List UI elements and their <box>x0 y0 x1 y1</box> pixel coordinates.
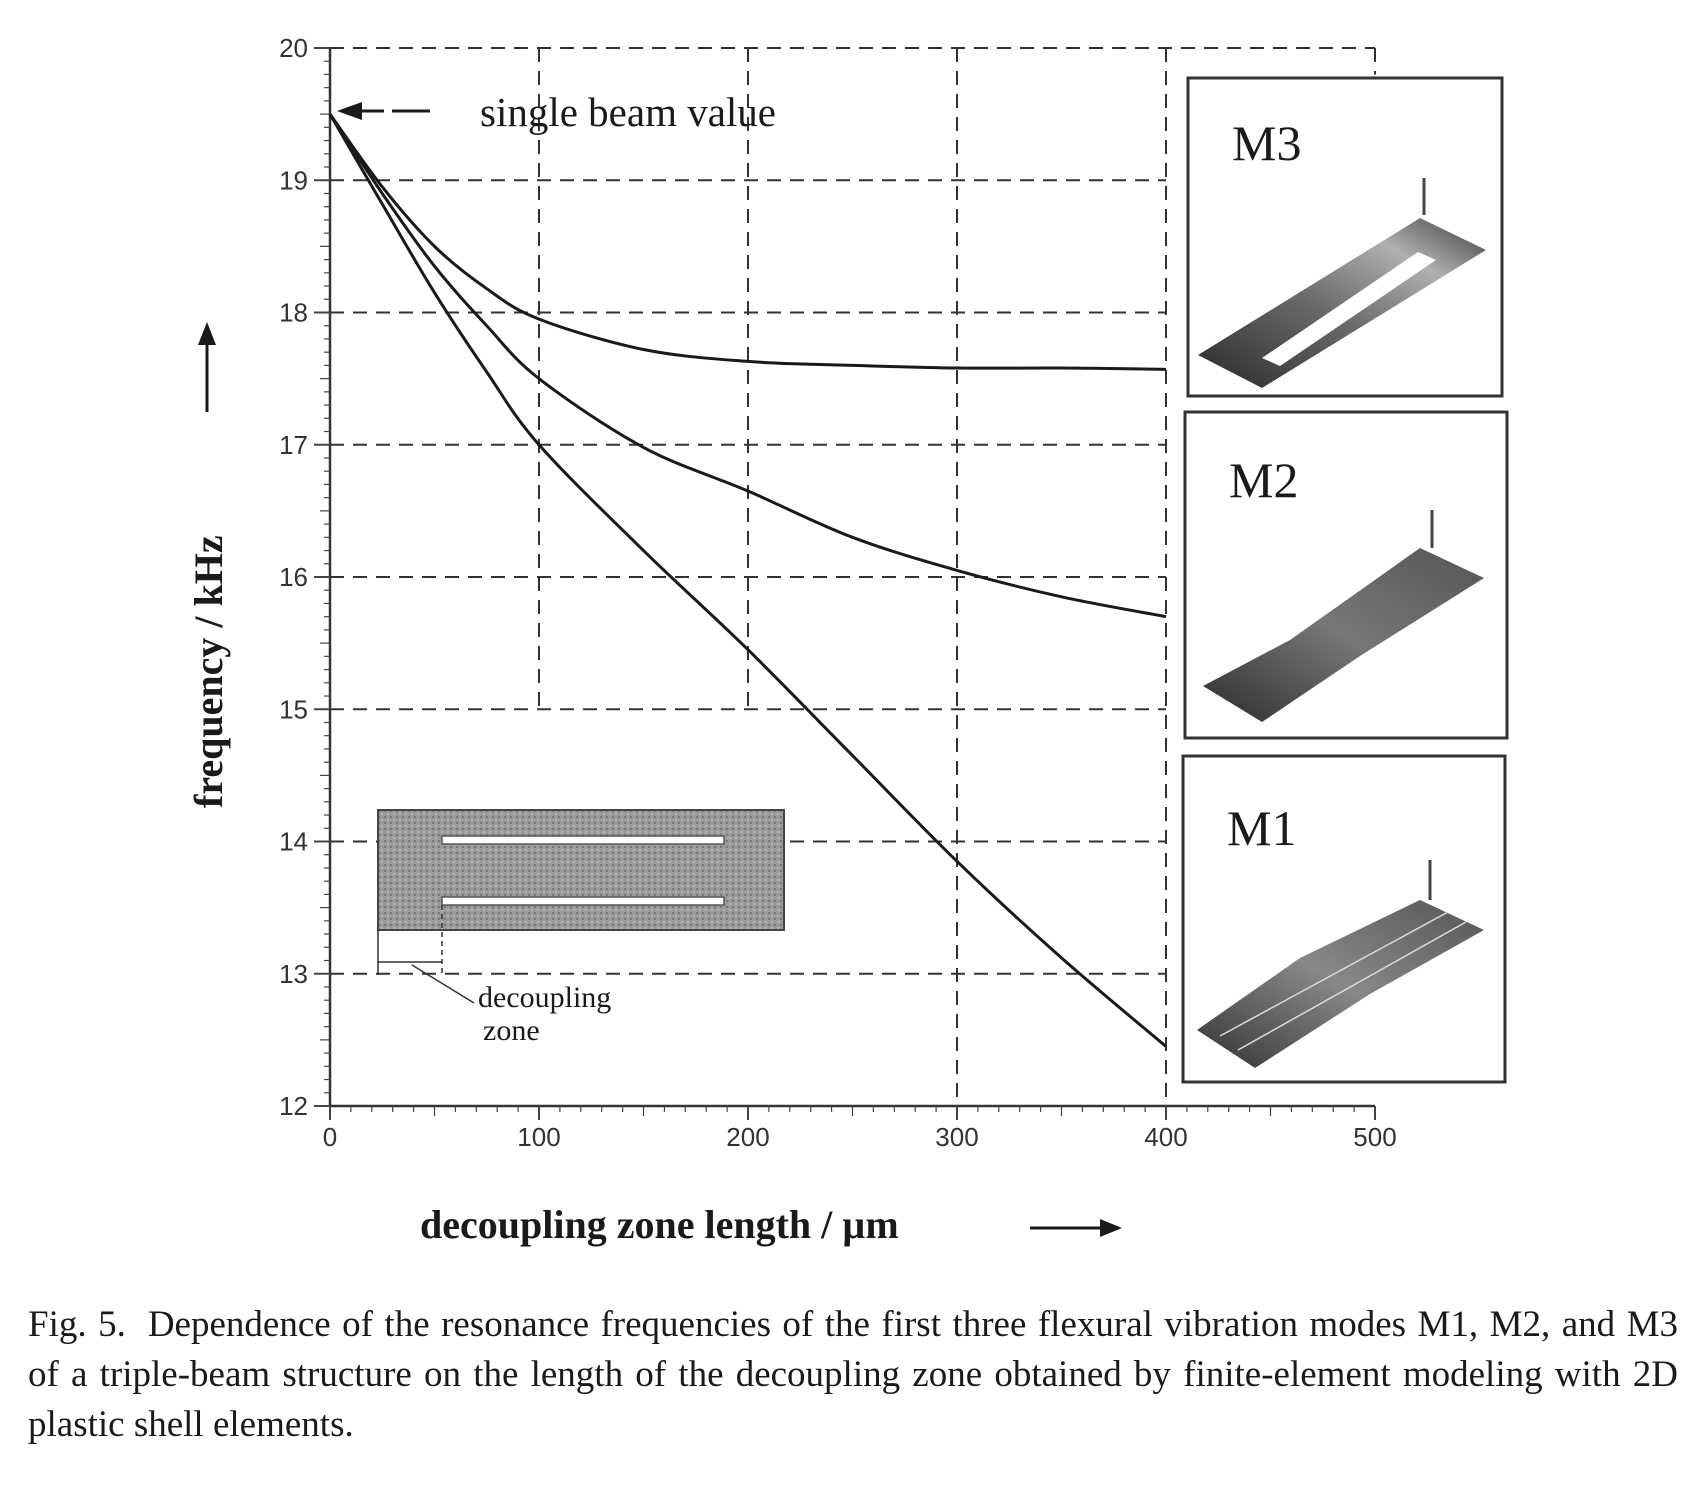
inset-slot-upper <box>441 835 725 845</box>
zone-label: zone <box>483 1014 540 1047</box>
annotation-arrowhead <box>337 102 362 120</box>
zone-leader-line <box>411 964 475 1004</box>
y-tick-label: 16 <box>279 562 308 592</box>
mode-shape-m3-slot <box>1262 252 1436 366</box>
mode-shape-m1-mesh <box>1219 911 1449 1037</box>
x-tick-label: 400 <box>1144 1122 1187 1152</box>
mode-shape-m1-mesh <box>1237 921 1467 1051</box>
inset-beam-plate <box>377 809 785 931</box>
mode-label-m3: M3 <box>1232 115 1301 171</box>
caption-figure-number: Fig. 5. <box>28 1304 126 1345</box>
inset-slot-lower <box>441 896 725 906</box>
single-beam-label: single beam value <box>480 89 776 135</box>
caption-text: Dependence of the resonance frequencies … <box>28 1304 1678 1445</box>
y-tick-label: 15 <box>279 694 308 724</box>
y-tick-label: 18 <box>279 298 308 328</box>
y-tick-labels: 12 13 14 15 16 17 18 19 20 <box>279 33 308 1121</box>
x-tick-labels: 0 100 200 300 400 500 <box>323 1122 1397 1152</box>
x-tick-label: 500 <box>1353 1122 1396 1152</box>
mode-label-m1: M1 <box>1227 800 1296 856</box>
series-lines <box>328 113 1167 1048</box>
x-axis-arrow <box>1030 1219 1122 1237</box>
series-line-m1 <box>328 113 1167 1048</box>
decoupling-label: decoupling <box>478 981 611 1014</box>
y-axis-arrow <box>198 322 216 412</box>
axis-ticks <box>314 47 1376 1120</box>
x-tick-label: 200 <box>726 1122 769 1152</box>
y-tick-label: 17 <box>279 430 308 460</box>
x-tick-label: 100 <box>517 1122 560 1152</box>
single-beam-annotation: single beam value <box>337 89 776 135</box>
mode-panel-m2: M2 <box>1183 410 1509 740</box>
mode-panel-m1: M1 <box>1181 754 1507 1084</box>
mode-panel-m3: M3 <box>1186 76 1504 398</box>
y-axis-title: frequency / kHz <box>186 535 231 808</box>
mode-label-m2: M2 <box>1229 452 1298 508</box>
series-line-m2 <box>328 113 1167 619</box>
inset-structure: decoupling zone <box>377 809 785 1047</box>
y-tick-label: 19 <box>279 165 308 195</box>
series-line-m3 <box>328 113 1167 371</box>
y-tick-label: 14 <box>279 827 308 857</box>
y-tick-label: 12 <box>279 1091 308 1121</box>
y-tick-label: 20 <box>279 33 308 63</box>
mode-shape-m1 <box>1197 900 1484 1068</box>
y-tick-label: 13 <box>279 959 308 989</box>
x-axis-title: decoupling zone length / µm <box>420 1202 899 1247</box>
x-tick-label: 0 <box>323 1122 337 1152</box>
figure-caption: Fig. 5. Dependence of the resonance frequ… <box>28 1300 1678 1450</box>
x-tick-label: 300 <box>935 1122 978 1152</box>
mode-shape-m2 <box>1203 548 1484 722</box>
